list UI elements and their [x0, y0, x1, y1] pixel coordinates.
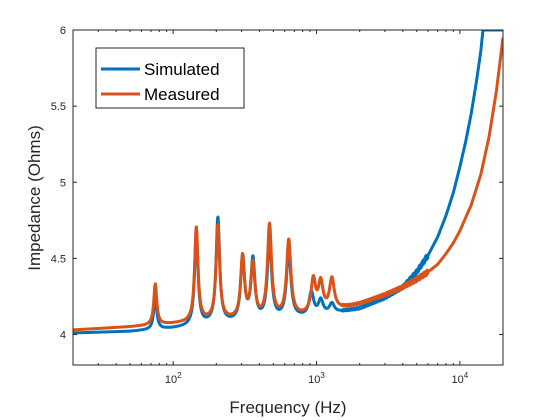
y-tick-label: 5 — [60, 177, 66, 189]
tick-layer: 4 4.5 5 5.5 6 102 103 104 — [51, 25, 504, 386]
y-tick-label: 4.5 — [51, 253, 66, 265]
legend-box — [95, 47, 245, 109]
series-line-measured — [73, 37, 503, 332]
y-tick-label: 6 — [60, 25, 66, 37]
y-axis-title: Impedance (Ohms) — [25, 125, 44, 271]
legend: Simulated Measured — [95, 47, 245, 109]
x-tick-label: 104 — [452, 371, 469, 386]
legend-label-measured: Measured — [144, 85, 220, 104]
x-tick-label: 103 — [308, 371, 325, 386]
x-tick-label: 102 — [165, 371, 182, 386]
y-tick-label: 4 — [60, 330, 66, 342]
plot-frame — [72, 29, 504, 366]
series-layer — [73, 30, 503, 335]
x-axis-title: Frequency (Hz) — [229, 398, 346, 417]
legend-label-simulated: Simulated — [144, 60, 220, 79]
y-tick-label: 5.5 — [51, 101, 66, 113]
